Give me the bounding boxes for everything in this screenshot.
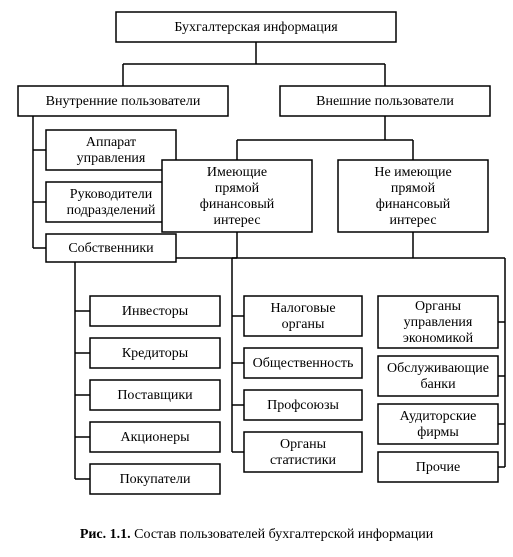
node-kredit-line0: Кредиторы bbox=[122, 346, 189, 361]
node-profs: Профсоюзы bbox=[244, 390, 362, 420]
node-aktsio: Акционеры bbox=[90, 422, 220, 452]
node-pokup: Покупатели bbox=[90, 464, 220, 494]
node-apparat-line0: Аппарат bbox=[86, 135, 136, 150]
node-postav: Поставщики bbox=[90, 380, 220, 410]
node-direct: Имеющиепрямойфинансовыйинтерес bbox=[162, 160, 312, 232]
node-root: Бухгалтерская информация bbox=[116, 12, 396, 42]
node-apparat-line1: управления bbox=[77, 151, 146, 166]
node-apparat: Аппаратуправления bbox=[46, 130, 176, 170]
node-invest-line0: Инвесторы bbox=[122, 304, 189, 319]
node-rukovod-line1: подразделений bbox=[67, 203, 156, 218]
node-direct-line1: прямой bbox=[215, 181, 260, 196]
node-audit-line1: фирмы bbox=[417, 425, 459, 440]
node-nalog: Налоговыеорганы bbox=[244, 296, 362, 336]
node-kredit: Кредиторы bbox=[90, 338, 220, 368]
node-invest: Инвесторы bbox=[90, 296, 220, 326]
node-statist-line0: Органы bbox=[280, 437, 327, 452]
node-obshch-line0: Общественность bbox=[253, 356, 354, 371]
figure-caption: Рис. 1.1. Состав пользователей бухгалтер… bbox=[80, 527, 434, 542]
node-aktsio-line0: Акционеры bbox=[120, 430, 190, 445]
node-rukovod: Руководителиподразделений bbox=[46, 182, 176, 222]
node-external-line0: Внешние пользователи bbox=[316, 94, 454, 109]
node-uprav-line2: экономикой bbox=[403, 331, 474, 346]
node-pokup-line0: Покупатели bbox=[120, 472, 191, 487]
node-direct-line2: финансовый bbox=[200, 197, 275, 212]
node-nalog-line1: органы bbox=[282, 317, 325, 332]
node-direct-line3: интерес bbox=[213, 213, 260, 228]
node-indirect-line3: интерес bbox=[389, 213, 436, 228]
node-sobstv-line0: Собственники bbox=[68, 241, 154, 256]
node-internal: Внутренние пользователи bbox=[18, 86, 228, 116]
node-obshch: Общественность bbox=[244, 348, 362, 378]
node-prochie: Прочие bbox=[378, 452, 498, 482]
node-indirect: Не имеющиепрямойфинансовыйинтерес bbox=[338, 160, 488, 232]
node-direct-line0: Имеющие bbox=[207, 165, 267, 180]
node-root-line0: Бухгалтерская информация bbox=[174, 20, 338, 35]
node-indirect-line2: финансовый bbox=[376, 197, 451, 212]
node-uprav-line1: управления bbox=[404, 315, 473, 330]
node-uprav: Органыуправленияэкономикой bbox=[378, 296, 498, 348]
node-nalog-line0: Налоговые bbox=[270, 301, 335, 316]
node-postav-line0: Поставщики bbox=[117, 388, 193, 403]
node-prochie-line0: Прочие bbox=[416, 460, 461, 475]
node-external: Внешние пользователи bbox=[280, 86, 490, 116]
node-statist: Органыстатистики bbox=[244, 432, 362, 472]
node-profs-line0: Профсоюзы bbox=[267, 398, 339, 413]
node-sobstv: Собственники bbox=[46, 234, 176, 262]
node-indirect-line0: Не имеющие bbox=[374, 165, 451, 180]
node-audit-line0: Аудиторские bbox=[400, 409, 477, 424]
node-statist-line1: статистики bbox=[270, 453, 337, 468]
node-rukovod-line0: Руководители bbox=[70, 187, 153, 202]
node-banki-line0: Обслуживающие bbox=[387, 361, 489, 376]
node-banki-line1: банки bbox=[420, 377, 456, 392]
node-uprav-line0: Органы bbox=[415, 299, 462, 314]
node-internal-line0: Внутренние пользователи bbox=[46, 94, 201, 109]
node-audit: Аудиторскиефирмы bbox=[378, 404, 498, 444]
node-indirect-line1: прямой bbox=[391, 181, 436, 196]
node-banki: Обслуживающиебанки bbox=[378, 356, 498, 396]
